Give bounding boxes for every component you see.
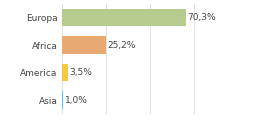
Bar (62, 9, 186, 27)
Bar (62, 36, 106, 54)
Text: 70,3%: 70,3% (187, 13, 216, 22)
Bar (62, 64, 68, 81)
Text: 25,2%: 25,2% (108, 41, 136, 50)
Bar (62, 91, 63, 109)
Text: 3,5%: 3,5% (69, 68, 92, 77)
Text: 1,0%: 1,0% (65, 96, 88, 105)
